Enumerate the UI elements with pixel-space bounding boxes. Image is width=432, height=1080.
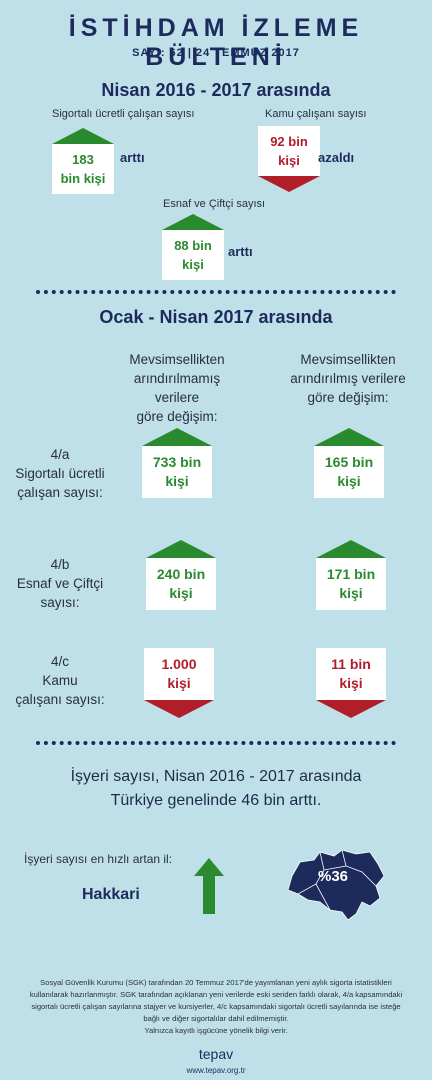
footnote-line: Sosyal Güvenlik Kurumu (SGK) tarafından … [40, 978, 392, 987]
row-label-line: sayısı: [40, 595, 80, 610]
col-header-line: göre değişim: [307, 390, 389, 405]
badge-value-line2: kişi [169, 585, 193, 601]
row-label-line: Kamu [42, 673, 78, 688]
badge-sigortali: 183 bin kişi [52, 128, 114, 194]
col-header-unadjusted: Mevsimsellikten arındırılmamış verilere … [112, 350, 242, 426]
footnote: Sosyal Güvenlik Kurumu (SGK) tarafından … [22, 977, 410, 1037]
badge-value-line1: 1.000 [161, 656, 197, 672]
hakkari-map-icon [287, 850, 385, 921]
row-label-4c: 4/c Kamu çalışanı sayısı: [0, 652, 120, 709]
chevron-up-icon [316, 540, 386, 558]
badge-4c-adjusted: 11 bin kişi [316, 648, 386, 718]
section1-label-esnaf: Esnaf ve Çiftçi sayısı [163, 198, 266, 210]
badge-value-line1: 11 bin [331, 656, 371, 672]
divider-2 [36, 741, 396, 745]
footnote-line: bağlı ve diğer sigortalılar dahil edilme… [143, 1014, 289, 1023]
chevron-up-icon [146, 540, 216, 558]
brand-logo: tepav [198, 1046, 234, 1062]
row-label-line: çalışanı sayısı: [15, 692, 105, 707]
row-label-line: Sigortalı ücretli [15, 466, 105, 481]
col-header-line: arındırılmamış verilere [133, 371, 221, 405]
section2-title: Ocak - Nisan 2017 arasında [99, 307, 333, 327]
chevron-down-icon [316, 700, 386, 718]
col-header-line: Mevsimsellikten [129, 352, 225, 367]
badge-value-line1: 183 [72, 152, 94, 167]
footnote-line: sigortalı ücretli çalışan sayılarına sta… [31, 1002, 401, 1011]
section1-word-esnaf: arttı [228, 244, 253, 259]
badge-4c-unadjusted: 1.000 kişi [144, 648, 214, 718]
badge-4b-adjusted: 171 bin kişi [316, 540, 386, 610]
section1-word-kamu: azaldı [318, 150, 355, 165]
workplaces-line2: Türkiye genelinde 46 bin arttı. [110, 792, 322, 809]
row-label-4a: 4/a Sigortalı ücretli çalışan sayısı: [0, 445, 120, 502]
badge-4a-adjusted: 165 bin kişi [314, 428, 384, 498]
row-label-line: 4/b [50, 557, 70, 572]
col-header-adjusted: Mevsimsellikten arındırılmış verilere gö… [283, 350, 413, 407]
footnote-line: kullanılarak hazırlanmıştır. SGK tarafın… [29, 990, 403, 999]
row-label-line: 4/c [50, 654, 69, 669]
badge-value-line2: kişi [182, 257, 204, 272]
badge-value-line2: kişi [337, 473, 361, 489]
row-label-4b: 4/b Esnaf ve Çiftçi sayısı: [0, 555, 120, 612]
hakkari-percent: %36 [318, 868, 349, 885]
chevron-up-icon [142, 428, 212, 446]
badge-value-line2: kişi [165, 473, 189, 489]
chevron-up-icon [314, 428, 384, 446]
workplaces-summary: İşyeri sayısı, Nisan 2016 - 2017 arasınd… [0, 765, 432, 813]
badge-value-line1: 171 bin [326, 566, 376, 582]
badge-value-line2: kişi [278, 153, 300, 168]
page-title: İSTİHDAM İZLEME BÜLTENİ [68, 14, 364, 71]
chevron-down-icon [258, 176, 320, 192]
fastest-province-label: İşyeri sayısı en hızlı artan il: [24, 852, 173, 866]
province-name: Hakkari [82, 886, 140, 903]
badge-4a-unadjusted: 733 bin kişi [142, 428, 212, 498]
badge-value-line2: kişi [339, 675, 363, 691]
section1-label-kamu: Kamu çalışanı sayısı [265, 108, 367, 120]
badge-value-line2: kişi [339, 585, 363, 601]
section1-word-sigortali: arttı [120, 150, 145, 165]
workplaces-line1: İşyeri sayısı, Nisan 2016 - 2017 arasınd… [70, 768, 362, 785]
footnote-line: Yalnızca kayıtlı işgücüne yönelik bilgi … [144, 1026, 288, 1035]
badge-4b-unadjusted: 240 bin kişi [146, 540, 216, 610]
badge-value-line2: bin kişi [60, 171, 106, 186]
badge-value-line1: 92 bin [270, 134, 308, 149]
chevron-up-icon [52, 128, 114, 144]
row-label-line: çalışan sayısı: [17, 485, 103, 500]
badge-esnaf: 88 bin kişi [162, 214, 224, 280]
row-label-line: Esnaf ve Çiftçi [16, 576, 104, 591]
row-label-line: 4/a [50, 447, 70, 462]
section1-title: Nisan 2016 - 2017 arasında [101, 80, 331, 100]
badge-value-line1: 88 bin [174, 238, 212, 253]
col-header-line: arındırılmış verilere [290, 371, 406, 386]
chevron-up-icon [162, 214, 224, 230]
col-header-line: Mevsimsellikten [300, 352, 396, 367]
brand-url[interactable]: www.tepav.org.tr [186, 1066, 246, 1075]
badge-value-line2: kişi [167, 675, 191, 691]
badge-value-line1: 240 bin [156, 566, 206, 582]
divider-1 [36, 290, 396, 294]
badge-value-line1: 733 bin [152, 454, 202, 470]
arrow-up-icon [194, 858, 224, 914]
badge-kamu: 92 bin kişi [258, 126, 320, 192]
badge-value-line1: 165 bin [324, 454, 374, 470]
issue-date: SAYI: 62 | 24 TEMMUZ 2017 [132, 47, 300, 59]
col-header-line: göre değişim: [136, 409, 218, 424]
section1-label-sigortali: Sigortalı ücretli çalışan sayısı [52, 108, 195, 120]
chevron-down-icon [144, 700, 214, 718]
